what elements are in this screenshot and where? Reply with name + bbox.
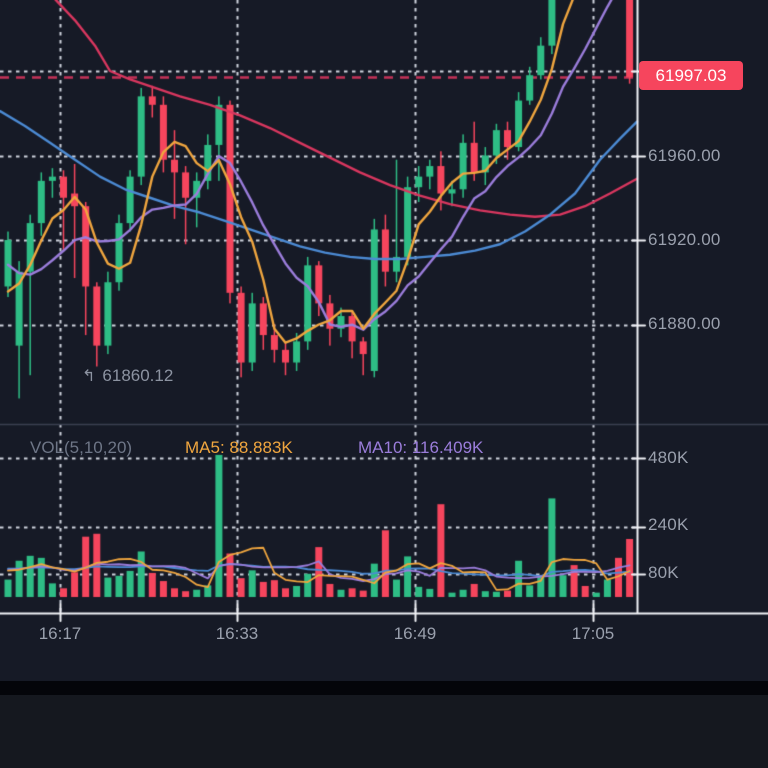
- kline-chart-canvas[interactable]: [0, 0, 768, 682]
- section-divider: [0, 681, 768, 695]
- quick-contract-panel: Hızlı Sözleşme Kaydı: [0, 695, 768, 768]
